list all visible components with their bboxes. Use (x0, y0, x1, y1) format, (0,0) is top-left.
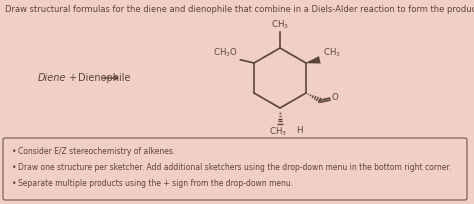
Text: CH$_3$: CH$_3$ (323, 46, 340, 59)
Text: Dienophile: Dienophile (78, 73, 130, 83)
Text: CH$_3$: CH$_3$ (271, 19, 289, 31)
Text: Draw one structure per sketcher. Add additional sketchers using the drop-down me: Draw one structure per sketcher. Add add… (18, 163, 451, 172)
Text: H: H (296, 126, 302, 135)
Text: Draw structural formulas for the diene and dienophile that combine in a Diels-Al: Draw structural formulas for the diene a… (5, 5, 474, 14)
Polygon shape (306, 56, 320, 63)
Text: O: O (332, 93, 338, 102)
Text: Consider E/Z stereochemistry of alkenes.: Consider E/Z stereochemistry of alkenes. (18, 146, 175, 155)
Text: Diene: Diene (38, 73, 66, 83)
Text: CH$_3$O: CH$_3$O (213, 46, 238, 59)
Text: Separate multiple products using the + sign from the drop-down menu.: Separate multiple products using the + s… (18, 178, 293, 187)
Text: CH$_3$: CH$_3$ (269, 126, 287, 139)
Text: •: • (12, 146, 17, 155)
Text: •: • (12, 163, 17, 172)
Text: +: + (68, 73, 76, 83)
FancyBboxPatch shape (3, 138, 467, 200)
Text: •: • (12, 178, 17, 187)
